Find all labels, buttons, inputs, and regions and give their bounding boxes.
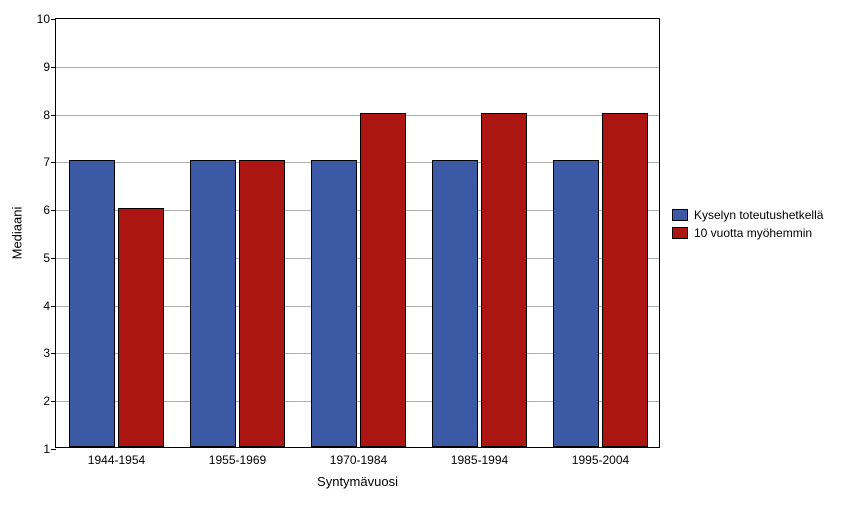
bar xyxy=(432,160,478,447)
grid-line xyxy=(56,67,659,68)
ytick-label: 9 xyxy=(43,60,56,74)
ytick-label: 4 xyxy=(43,299,56,313)
xtick-label: 1985-1994 xyxy=(451,447,508,467)
legend-item: Kyselyn toteutushetkellä xyxy=(672,208,823,222)
bar xyxy=(481,113,527,447)
xtick-label: 1955-1969 xyxy=(209,447,266,467)
xtick-label: 1970-1984 xyxy=(330,447,387,467)
legend-label: 10 vuotta myöhemmin xyxy=(694,226,812,240)
ytick-label: 7 xyxy=(43,155,56,169)
bar xyxy=(190,160,236,447)
ytick-label: 10 xyxy=(37,12,56,26)
ytick-label: 3 xyxy=(43,346,56,360)
legend: Kyselyn toteutushetkellä 10 vuotta myöhem… xyxy=(672,208,823,244)
x-axis-label: Syntymävuosi xyxy=(317,474,398,489)
bar xyxy=(602,113,648,447)
bar xyxy=(69,160,115,447)
xtick-label: 1944-1954 xyxy=(88,447,145,467)
grid-line xyxy=(56,115,659,116)
ytick-label: 8 xyxy=(43,108,56,122)
bar xyxy=(118,208,164,447)
legend-item: 10 vuotta myöhemmin xyxy=(672,226,823,240)
legend-swatch xyxy=(672,209,688,221)
chart-container: 1 2 3 4 5 6 7 8 9 10 1944-1954 1955-1969 1970-1984 19… xyxy=(0,0,854,505)
xtick-label: 1995-2004 xyxy=(572,447,629,467)
bar xyxy=(239,160,285,447)
legend-label: Kyselyn toteutushetkellä xyxy=(694,208,823,222)
ytick-label: 5 xyxy=(43,251,56,265)
ytick-label: 6 xyxy=(43,203,56,217)
legend-swatch xyxy=(672,227,688,239)
ytick-label: 2 xyxy=(43,394,56,408)
ytick-label: 1 xyxy=(43,442,56,456)
plot-area: 123456789101944-19541955-19691970-198419… xyxy=(55,18,660,448)
bar xyxy=(311,160,357,447)
bar xyxy=(360,113,406,447)
bar xyxy=(553,160,599,447)
y-axis-label: Mediaani xyxy=(10,207,25,260)
